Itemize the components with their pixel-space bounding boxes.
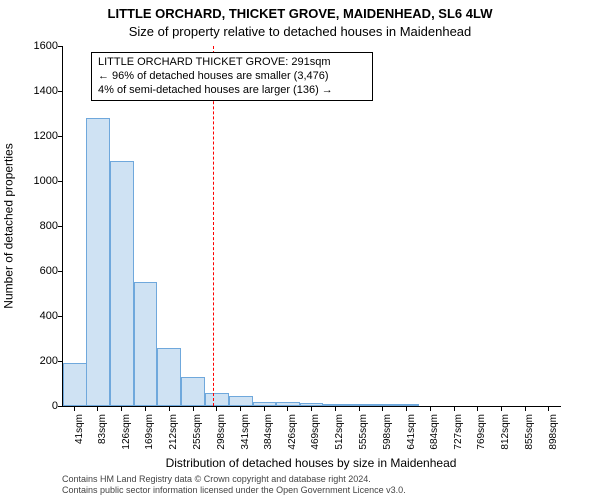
x-tick-mark [501, 406, 502, 411]
x-tick-mark [169, 406, 170, 411]
title-line-2: Size of property relative to detached ho… [0, 24, 600, 39]
y-tick-label: 1200 [18, 130, 58, 142]
x-tick-label: 727sqm [453, 414, 464, 464]
x-tick-label: 512sqm [334, 414, 345, 464]
y-tick-label: 1600 [18, 40, 58, 52]
x-tick-label: 769sqm [476, 414, 487, 464]
x-tick-mark [121, 406, 122, 411]
histogram-bar [229, 396, 253, 406]
x-tick-label: 855sqm [524, 414, 535, 464]
y-tick-mark [58, 91, 63, 92]
y-tick-label: 800 [18, 220, 58, 232]
x-tick-mark [525, 406, 526, 411]
y-tick-label: 1400 [18, 85, 58, 97]
y-tick-mark [58, 46, 63, 47]
histogram-bar [134, 282, 158, 406]
x-tick-mark [311, 406, 312, 411]
x-tick-mark [264, 406, 265, 411]
x-tick-mark [97, 406, 98, 411]
x-tick-mark [406, 406, 407, 411]
x-tick-mark [240, 406, 241, 411]
figure: LITTLE ORCHARD, THICKET GROVE, MAIDENHEA… [0, 0, 600, 500]
title-line-1: LITTLE ORCHARD, THICKET GROVE, MAIDENHEA… [0, 6, 600, 21]
y-tick-label: 0 [18, 400, 58, 412]
x-tick-label: 341sqm [240, 414, 251, 464]
y-tick-label: 200 [18, 355, 58, 367]
x-tick-label: 598sqm [382, 414, 393, 464]
x-tick-label: 298sqm [216, 414, 227, 464]
histogram-bar [86, 118, 110, 406]
x-tick-label: 426sqm [287, 414, 298, 464]
y-tick-mark [58, 316, 63, 317]
histogram-bar [63, 363, 87, 406]
x-tick-label: 684sqm [429, 414, 440, 464]
x-tick-mark [382, 406, 383, 411]
y-tick-label: 400 [18, 310, 58, 322]
y-tick-mark [58, 271, 63, 272]
x-tick-label: 812sqm [500, 414, 511, 464]
annotation-line: 4% of semi-detached houses are larger (1… [98, 84, 366, 98]
y-tick-label: 600 [18, 265, 58, 277]
x-tick-mark [193, 406, 194, 411]
annotation-box: LITTLE ORCHARD THICKET GROVE: 291sqm← 96… [91, 52, 373, 101]
annotation-line: LITTLE ORCHARD THICKET GROVE: 291sqm [98, 56, 366, 70]
y-axis-label-text: Number of detached properties [2, 143, 16, 308]
x-tick-mark [74, 406, 75, 411]
y-tick-label: 1000 [18, 175, 58, 187]
x-tick-label: 641sqm [406, 414, 417, 464]
footer-line-2: Contains public sector information licen… [62, 485, 582, 496]
x-tick-mark [430, 406, 431, 411]
y-tick-mark [58, 136, 63, 137]
y-axis-label: Number of detached properties [2, 46, 16, 406]
x-tick-label: 255sqm [192, 414, 203, 464]
y-tick-mark [58, 361, 63, 362]
histogram-bar [157, 348, 181, 407]
x-tick-mark [145, 406, 146, 411]
x-tick-label: 41sqm [74, 414, 85, 464]
x-tick-mark [216, 406, 217, 411]
x-tick-label: 384sqm [263, 414, 274, 464]
x-tick-label: 898sqm [548, 414, 559, 464]
x-tick-mark [359, 406, 360, 411]
plot-area: LITTLE ORCHARD THICKET GROVE: 291sqm← 96… [62, 46, 561, 407]
x-tick-mark [287, 406, 288, 411]
histogram-bar [110, 161, 134, 406]
x-tick-mark [454, 406, 455, 411]
y-tick-mark [58, 226, 63, 227]
annotation-line: ← 96% of detached houses are smaller (3,… [98, 70, 366, 84]
footer-line-1: Contains HM Land Registry data © Crown c… [62, 474, 582, 485]
x-tick-mark [477, 406, 478, 411]
x-tick-label: 126sqm [121, 414, 132, 464]
x-tick-label: 169sqm [144, 414, 155, 464]
x-tick-label: 469sqm [310, 414, 321, 464]
x-tick-label: 212sqm [168, 414, 179, 464]
histogram-bar [205, 393, 229, 407]
x-tick-mark [548, 406, 549, 411]
x-tick-label: 83sqm [97, 414, 108, 464]
footer: Contains HM Land Registry data © Crown c… [62, 474, 582, 496]
x-tick-label: 555sqm [358, 414, 369, 464]
y-tick-mark [58, 181, 63, 182]
x-tick-mark [335, 406, 336, 411]
histogram-bar [181, 377, 205, 406]
